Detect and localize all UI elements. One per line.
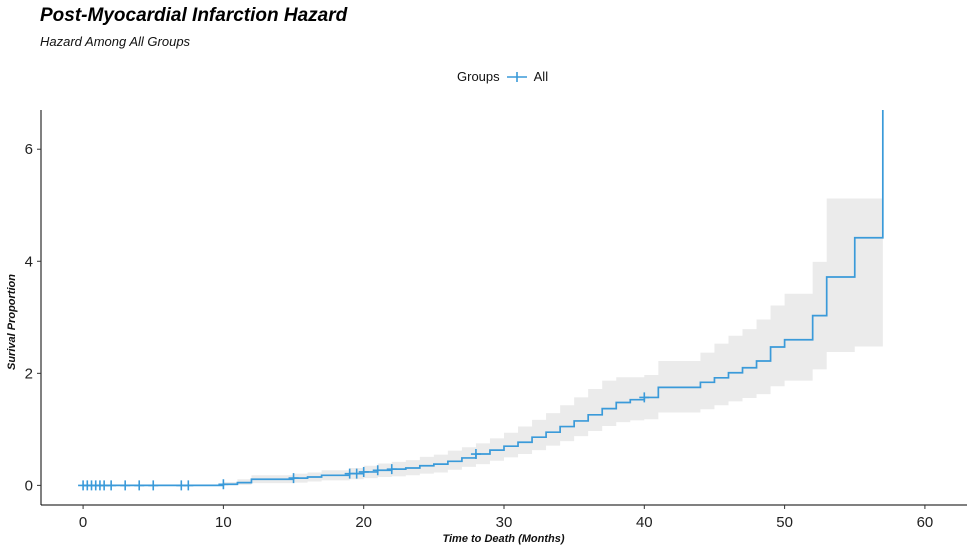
chart-title: Post-Myocardial Infarction Hazard [40, 5, 348, 26]
censor-mark [183, 480, 194, 491]
censor-mark [106, 480, 117, 491]
y-tick-label: 2 [25, 365, 33, 382]
censor-mark [351, 468, 362, 479]
censor-mark [372, 465, 383, 476]
x-tick-label: 40 [636, 514, 653, 531]
hazard-step-line [83, 110, 884, 487]
censor-mark [470, 449, 481, 460]
confidence-band [83, 110, 883, 486]
x-tick-label: 30 [496, 514, 513, 531]
x-tick-label: 60 [917, 514, 934, 531]
legend-title: Groups [457, 69, 500, 84]
censor-mark [358, 466, 369, 477]
censor-mark [639, 392, 650, 403]
censor-mark [386, 464, 397, 475]
censor-mark [134, 480, 145, 491]
censor-mark [218, 479, 229, 490]
chart-subtitle: Hazard Among All Groups [40, 34, 191, 49]
y-tick-label: 4 [25, 253, 33, 270]
y-tick-label: 0 [25, 477, 33, 494]
x-tick-label: 0 [79, 514, 87, 531]
x-tick-label: 20 [355, 514, 372, 531]
legend: Groups All [457, 69, 548, 84]
y-tick-label: 6 [25, 141, 33, 158]
censor-mark [120, 480, 131, 491]
legend-key-icon [506, 71, 527, 82]
x-tick-label: 10 [215, 514, 232, 531]
censor-mark [148, 480, 159, 491]
censor-mark [288, 473, 299, 484]
x-axis-label: Time to Death (Months) [442, 533, 565, 545]
legend-entry-all: All [533, 69, 549, 84]
x-tick-label: 50 [776, 514, 793, 531]
